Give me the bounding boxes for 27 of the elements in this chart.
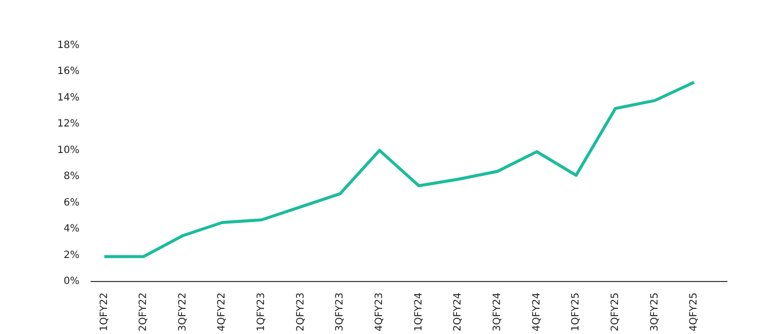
y-tick-label: 18%: [57, 40, 80, 51]
x-tick-label: 2QFY25: [610, 292, 621, 332]
x-tick-label: 4QFY23: [374, 292, 386, 332]
y-tick-label: 10%: [57, 144, 80, 156]
y-tick-label: 2%: [64, 250, 80, 261]
x-tick-label: 4QFY25: [688, 292, 700, 332]
y-tick-label: 0%: [64, 276, 80, 287]
x-tick-label: 1QFY24: [413, 292, 424, 332]
x-tick-label: 2QFY23: [295, 292, 306, 332]
x-tick-label: 1QFY22: [98, 292, 110, 332]
x-tick-label: 1QFY23: [256, 292, 268, 332]
y-tick-label: 16%: [57, 66, 80, 78]
y-tick-label: 12%: [57, 118, 80, 130]
x-tick-label: 4QFY24: [531, 292, 542, 332]
line-series: [102, 80, 696, 258]
x-tick-label: 2QFY22: [138, 292, 150, 332]
x-tick-label: 4QFY22: [216, 292, 228, 332]
x-tick-label: 3QFY22: [177, 292, 188, 332]
x-tick-label: 3QFY25: [649, 292, 660, 332]
x-tick-label: 3QFY23: [334, 292, 346, 332]
x-tick-label: 1QFY25: [570, 292, 582, 332]
x-tick-label: 2QFY24: [452, 292, 464, 332]
y-tick-label: 8%: [64, 171, 80, 182]
x-tick-label: 3QFY24: [492, 292, 503, 332]
y-tick-label: 4%: [64, 224, 80, 235]
y-tick-label: 14%: [57, 92, 80, 104]
y-tick-label: 6%: [64, 197, 80, 208]
